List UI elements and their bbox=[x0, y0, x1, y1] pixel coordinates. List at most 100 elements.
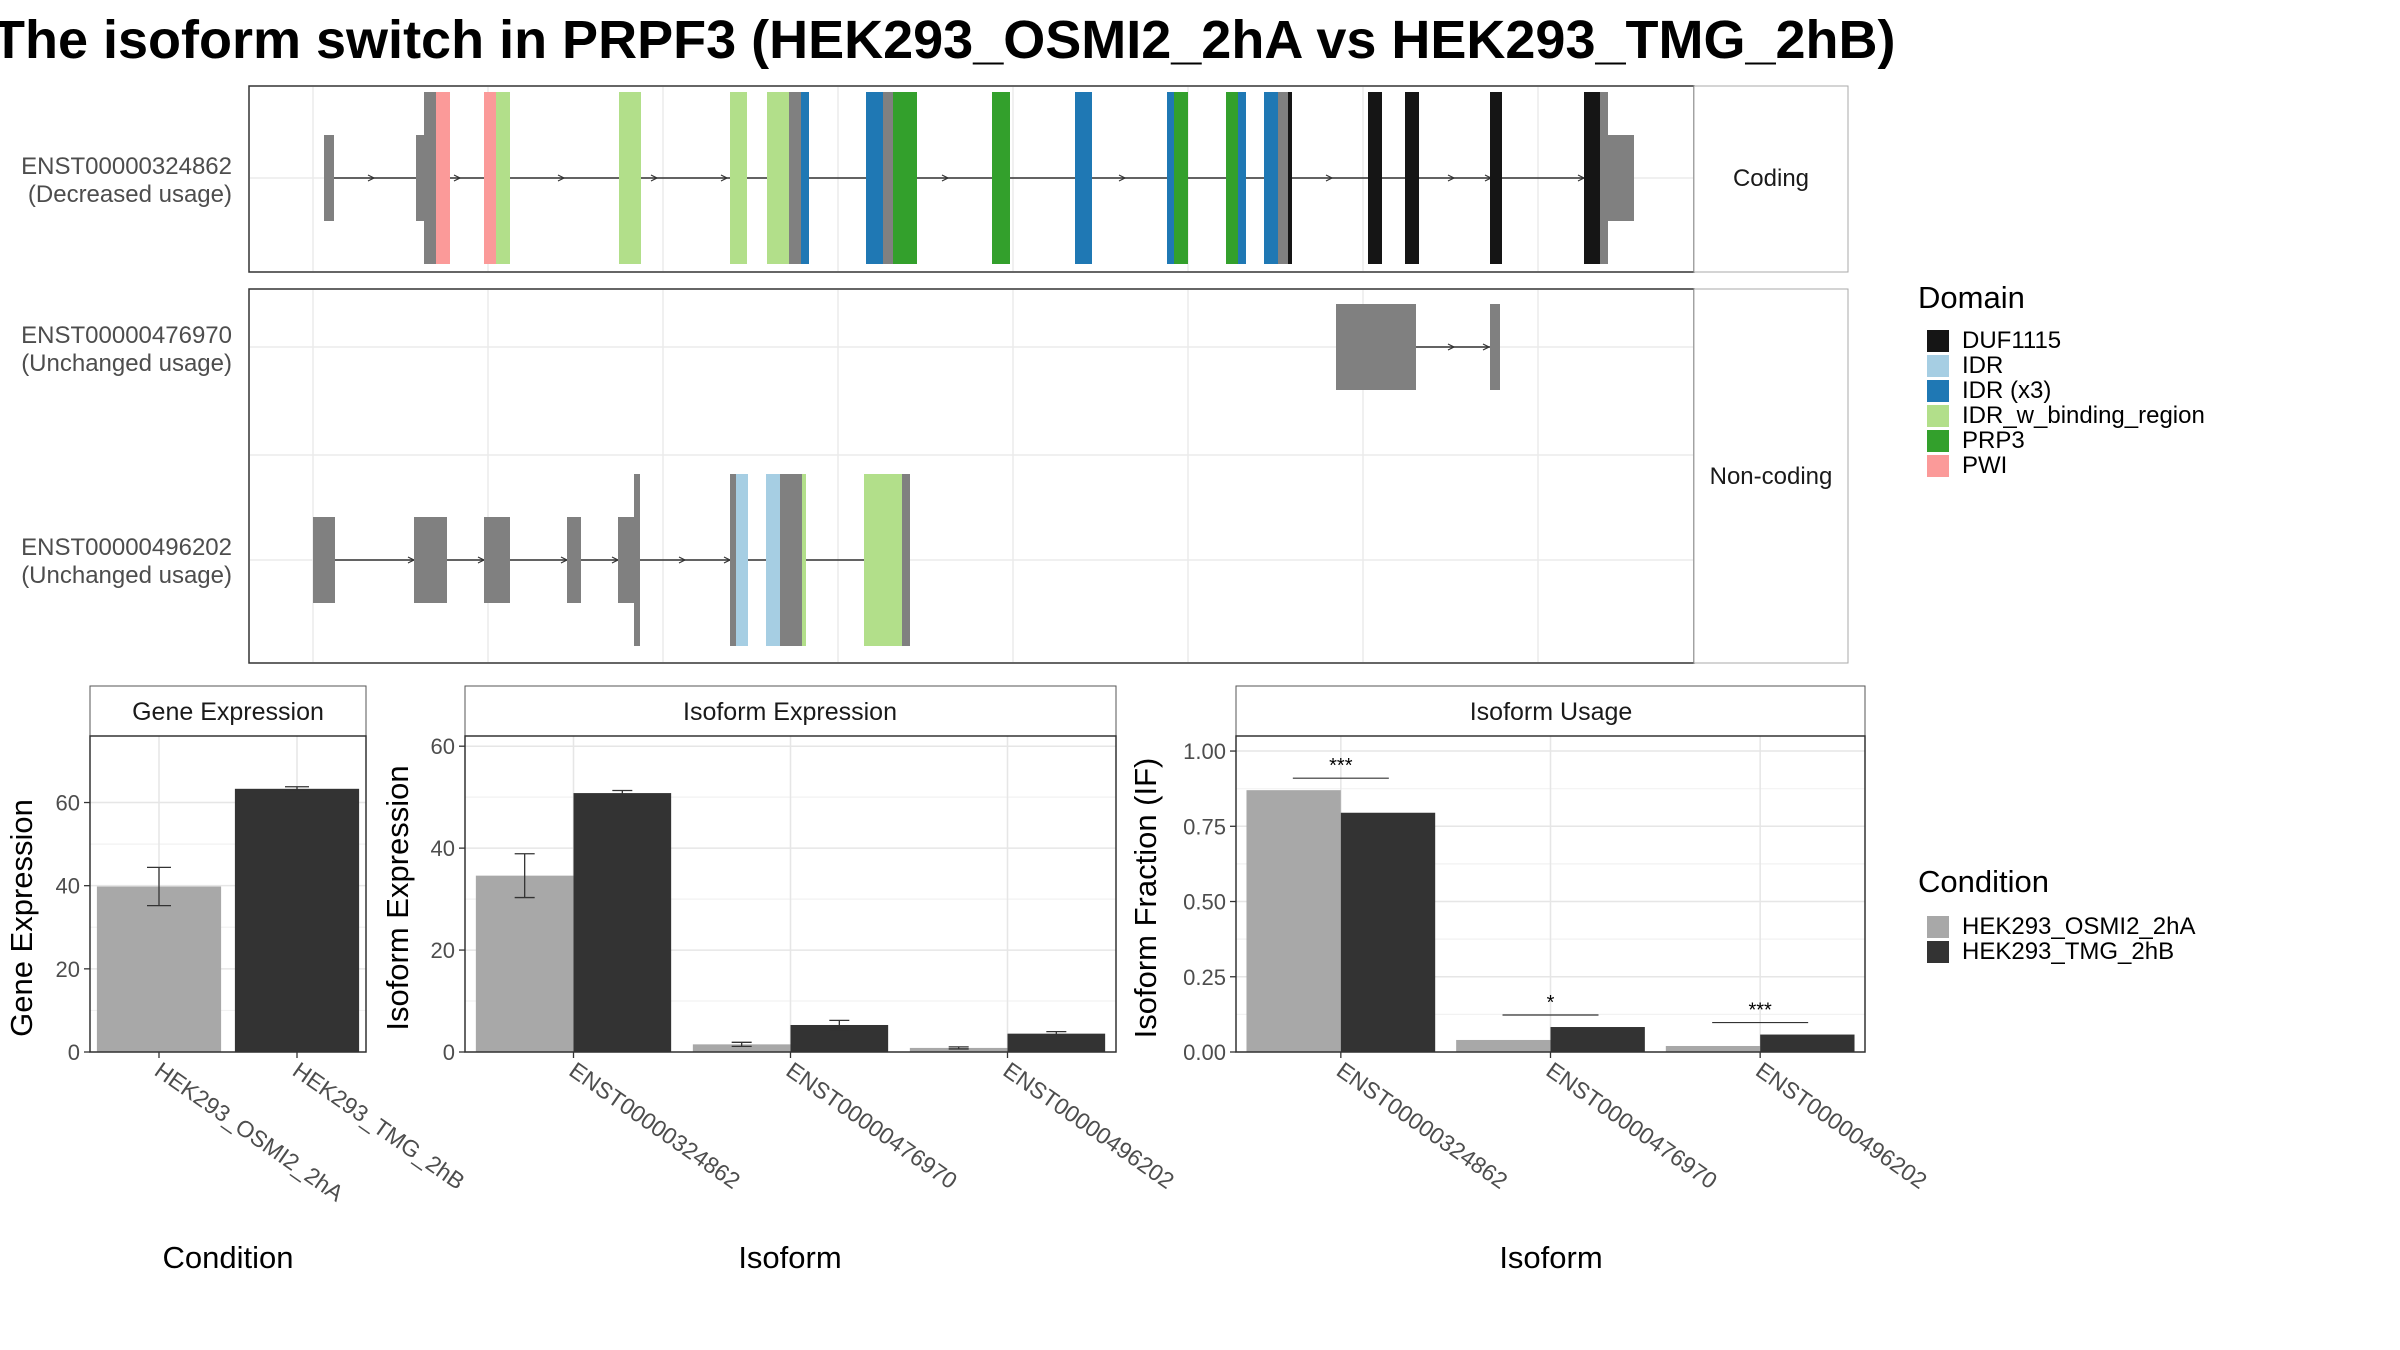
intron-arrow bbox=[678, 556, 687, 564]
exon-block bbox=[730, 474, 736, 646]
figure-title: The isoform switch in PRPF3 (HEK293_OSMI… bbox=[0, 10, 1896, 70]
domain-block bbox=[1238, 92, 1246, 264]
gene-expression-strip bbox=[89, 685, 367, 737]
exon-block bbox=[634, 474, 640, 646]
exon-block bbox=[324, 135, 334, 221]
bar bbox=[96, 886, 222, 1052]
domain-block bbox=[1584, 92, 1600, 264]
y-tick-label: 0.25 bbox=[1183, 965, 1226, 990]
domain-block bbox=[484, 92, 496, 264]
domain-legend-title: Domain bbox=[1918, 280, 2025, 315]
isoform-expression-xlabel: Isoform bbox=[738, 1240, 841, 1275]
domain-block bbox=[767, 92, 789, 264]
transcript-structure-panel: Coding Non-coding ENST00000324862 (Decre… bbox=[21, 85, 1849, 664]
exon-block bbox=[902, 474, 910, 646]
isoform-usage-panel: Isoform Usage Isoform Isoform Fraction (… bbox=[1128, 685, 1932, 1275]
exon-block bbox=[424, 92, 436, 264]
isoform-usage-1: (Decreased usage) bbox=[28, 181, 232, 208]
exon-block bbox=[618, 517, 634, 603]
intron-arrow bbox=[557, 174, 566, 182]
domain-block bbox=[1167, 92, 1174, 264]
domain-block bbox=[1264, 92, 1278, 264]
y-tick-label: 20 bbox=[431, 938, 455, 963]
domain-block bbox=[1405, 92, 1419, 264]
domain-legend-label: DUF1115 bbox=[1962, 327, 2061, 354]
transcript-exons bbox=[313, 92, 1634, 646]
intron-arrow bbox=[367, 174, 376, 182]
exon-block bbox=[1600, 92, 1608, 264]
y-tick-label: 60 bbox=[431, 734, 455, 759]
exon-block bbox=[1608, 135, 1634, 221]
domain-block bbox=[802, 474, 806, 646]
significance-label: *** bbox=[1329, 755, 1353, 777]
x-tick-label: ENST00000476970 bbox=[1542, 1057, 1722, 1194]
y-tick-label: 1.00 bbox=[1183, 739, 1226, 764]
coding-panel bbox=[248, 85, 1695, 273]
bar bbox=[909, 1047, 1008, 1052]
isoform-usage-3: (Unchanged usage) bbox=[21, 562, 232, 589]
intron-arrow bbox=[720, 174, 729, 182]
domain-block bbox=[766, 474, 780, 646]
x-tick-label: ENST00000496202 bbox=[999, 1057, 1179, 1194]
gene-expression-xlabel: Condition bbox=[163, 1240, 294, 1275]
isoform-expression-panel: Isoform Expression Isoform Isoform Expre… bbox=[380, 685, 1179, 1275]
exon-block bbox=[780, 474, 802, 646]
domain-block bbox=[864, 474, 902, 646]
domain-legend-label: IDR bbox=[1962, 352, 2003, 379]
y-tick-label: 0.00 bbox=[1183, 1040, 1226, 1065]
intron-arrow bbox=[1118, 174, 1127, 182]
y-tick-label: 60 bbox=[56, 791, 80, 816]
domain-legend-label: PRP3 bbox=[1962, 427, 2025, 454]
y-tick-label: 0.75 bbox=[1183, 814, 1226, 839]
domain-block bbox=[736, 474, 748, 646]
exon-block bbox=[1278, 92, 1288, 264]
domain-legend-label: PWI bbox=[1962, 452, 2007, 479]
x-tick-label: ENST00000496202 bbox=[1751, 1057, 1931, 1194]
bar bbox=[1760, 1034, 1855, 1052]
y-tick-label: 0.50 bbox=[1183, 890, 1226, 915]
domain-legend-label: IDR (x3) bbox=[1962, 377, 2051, 404]
domain-block bbox=[619, 92, 641, 264]
exon-block bbox=[567, 517, 581, 603]
condition-legend-title: Condition bbox=[1918, 864, 2049, 899]
domain-block bbox=[893, 92, 917, 264]
domain-block bbox=[801, 92, 809, 264]
domain-block bbox=[1288, 92, 1292, 264]
intron-arrow bbox=[1482, 343, 1491, 351]
domain-block bbox=[496, 92, 510, 264]
domain-legend-key bbox=[1927, 380, 1949, 402]
domain-block bbox=[992, 92, 1010, 264]
intron-arrow bbox=[941, 174, 950, 182]
domain-legend-key bbox=[1927, 405, 1949, 427]
x-tick-label: ENST00000324862 bbox=[565, 1057, 745, 1194]
strip-noncoding bbox=[1693, 288, 1849, 664]
intron-arrow bbox=[1447, 174, 1456, 182]
y-tick-label: 40 bbox=[431, 836, 455, 861]
isoform-label-2: ENST00000476970 bbox=[21, 322, 232, 349]
isoform-label-1: ENST00000324862 bbox=[21, 153, 232, 180]
domain-block bbox=[1368, 92, 1382, 264]
exon-block bbox=[313, 517, 335, 603]
exon-block bbox=[1336, 304, 1416, 390]
domain-block bbox=[730, 92, 747, 264]
domain-legend-key bbox=[1927, 455, 1949, 477]
intron-arrow bbox=[650, 174, 659, 182]
domain-legend-key bbox=[1927, 330, 1949, 352]
intron-arrow bbox=[1447, 343, 1456, 351]
intron-arrow bbox=[1325, 174, 1334, 182]
noncoding-panel bbox=[248, 288, 1695, 664]
domain-block bbox=[1490, 92, 1502, 264]
bar bbox=[1007, 1033, 1106, 1052]
y-tick-label: 0 bbox=[68, 1040, 80, 1065]
condition-legend-label: HEK293_OSMI2_2hA bbox=[1962, 913, 2195, 940]
domain-legend-key bbox=[1927, 355, 1949, 377]
x-tick-label: ENST00000324862 bbox=[1332, 1057, 1512, 1194]
significance-label: *** bbox=[1748, 1000, 1772, 1022]
condition-legend-key bbox=[1927, 941, 1949, 963]
strip-label-noncoding: Non-coding bbox=[1710, 463, 1833, 490]
gene-expression-ylabel: Gene Expression bbox=[4, 799, 39, 1037]
isoform-expression-ylabel: Isoform Expression bbox=[380, 765, 415, 1030]
bar bbox=[234, 788, 360, 1052]
